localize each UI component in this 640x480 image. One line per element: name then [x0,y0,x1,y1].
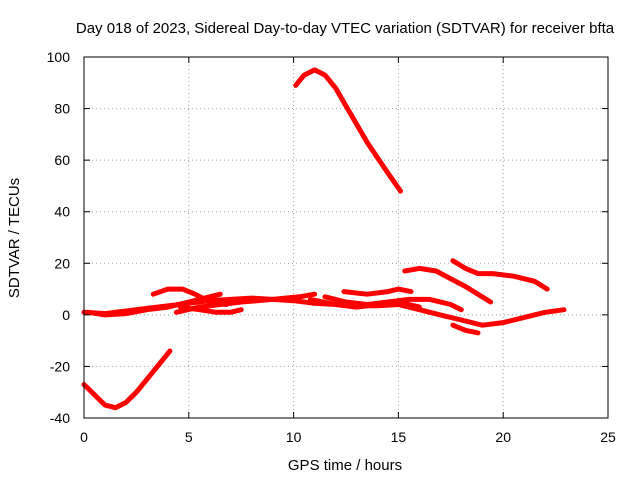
y-tick-label: 60 [54,152,70,168]
series-arc-12 [450,258,550,292]
series-group [81,67,567,411]
series-arc-10 [322,294,464,313]
x-tick-label: 0 [80,429,88,445]
y-tick-label: 80 [54,101,70,117]
axis-ticks: 0 5 10 15 20 25 -40 -20 0 20 40 60 80 100 [47,49,616,445]
y-tick-label: -40 [50,410,70,426]
series-arc-13 [450,322,481,336]
y-tick-label: -20 [50,358,70,374]
x-axis-label: GPS time / hours [288,457,402,474]
y-tick-label: 0 [62,307,70,323]
series-arc-6 [177,304,244,315]
grid [84,57,608,418]
series-arc-1 [81,348,173,411]
y-axis-label: SDTVAR / TECUs [6,178,23,298]
y-tick-label: 20 [54,255,70,271]
x-tick-label: 25 [600,429,616,445]
x-tick-label: 10 [286,429,302,445]
x-tick-label: 15 [391,429,407,445]
series-arc-11 [402,265,494,305]
x-tick-label: 5 [185,429,193,445]
x-tick-label: 20 [495,429,511,445]
series-arc-5 [173,291,318,315]
plot-frame [83,56,609,419]
series-arc-7 [293,67,403,194]
series-arc-4 [150,286,229,307]
series-arc-9 [341,286,414,297]
chart-title: Day 018 of 2023, Sidereal Day-to-day VTE… [76,20,615,37]
y-tick-label: 40 [54,204,70,220]
y-tick-label: 100 [47,49,71,65]
